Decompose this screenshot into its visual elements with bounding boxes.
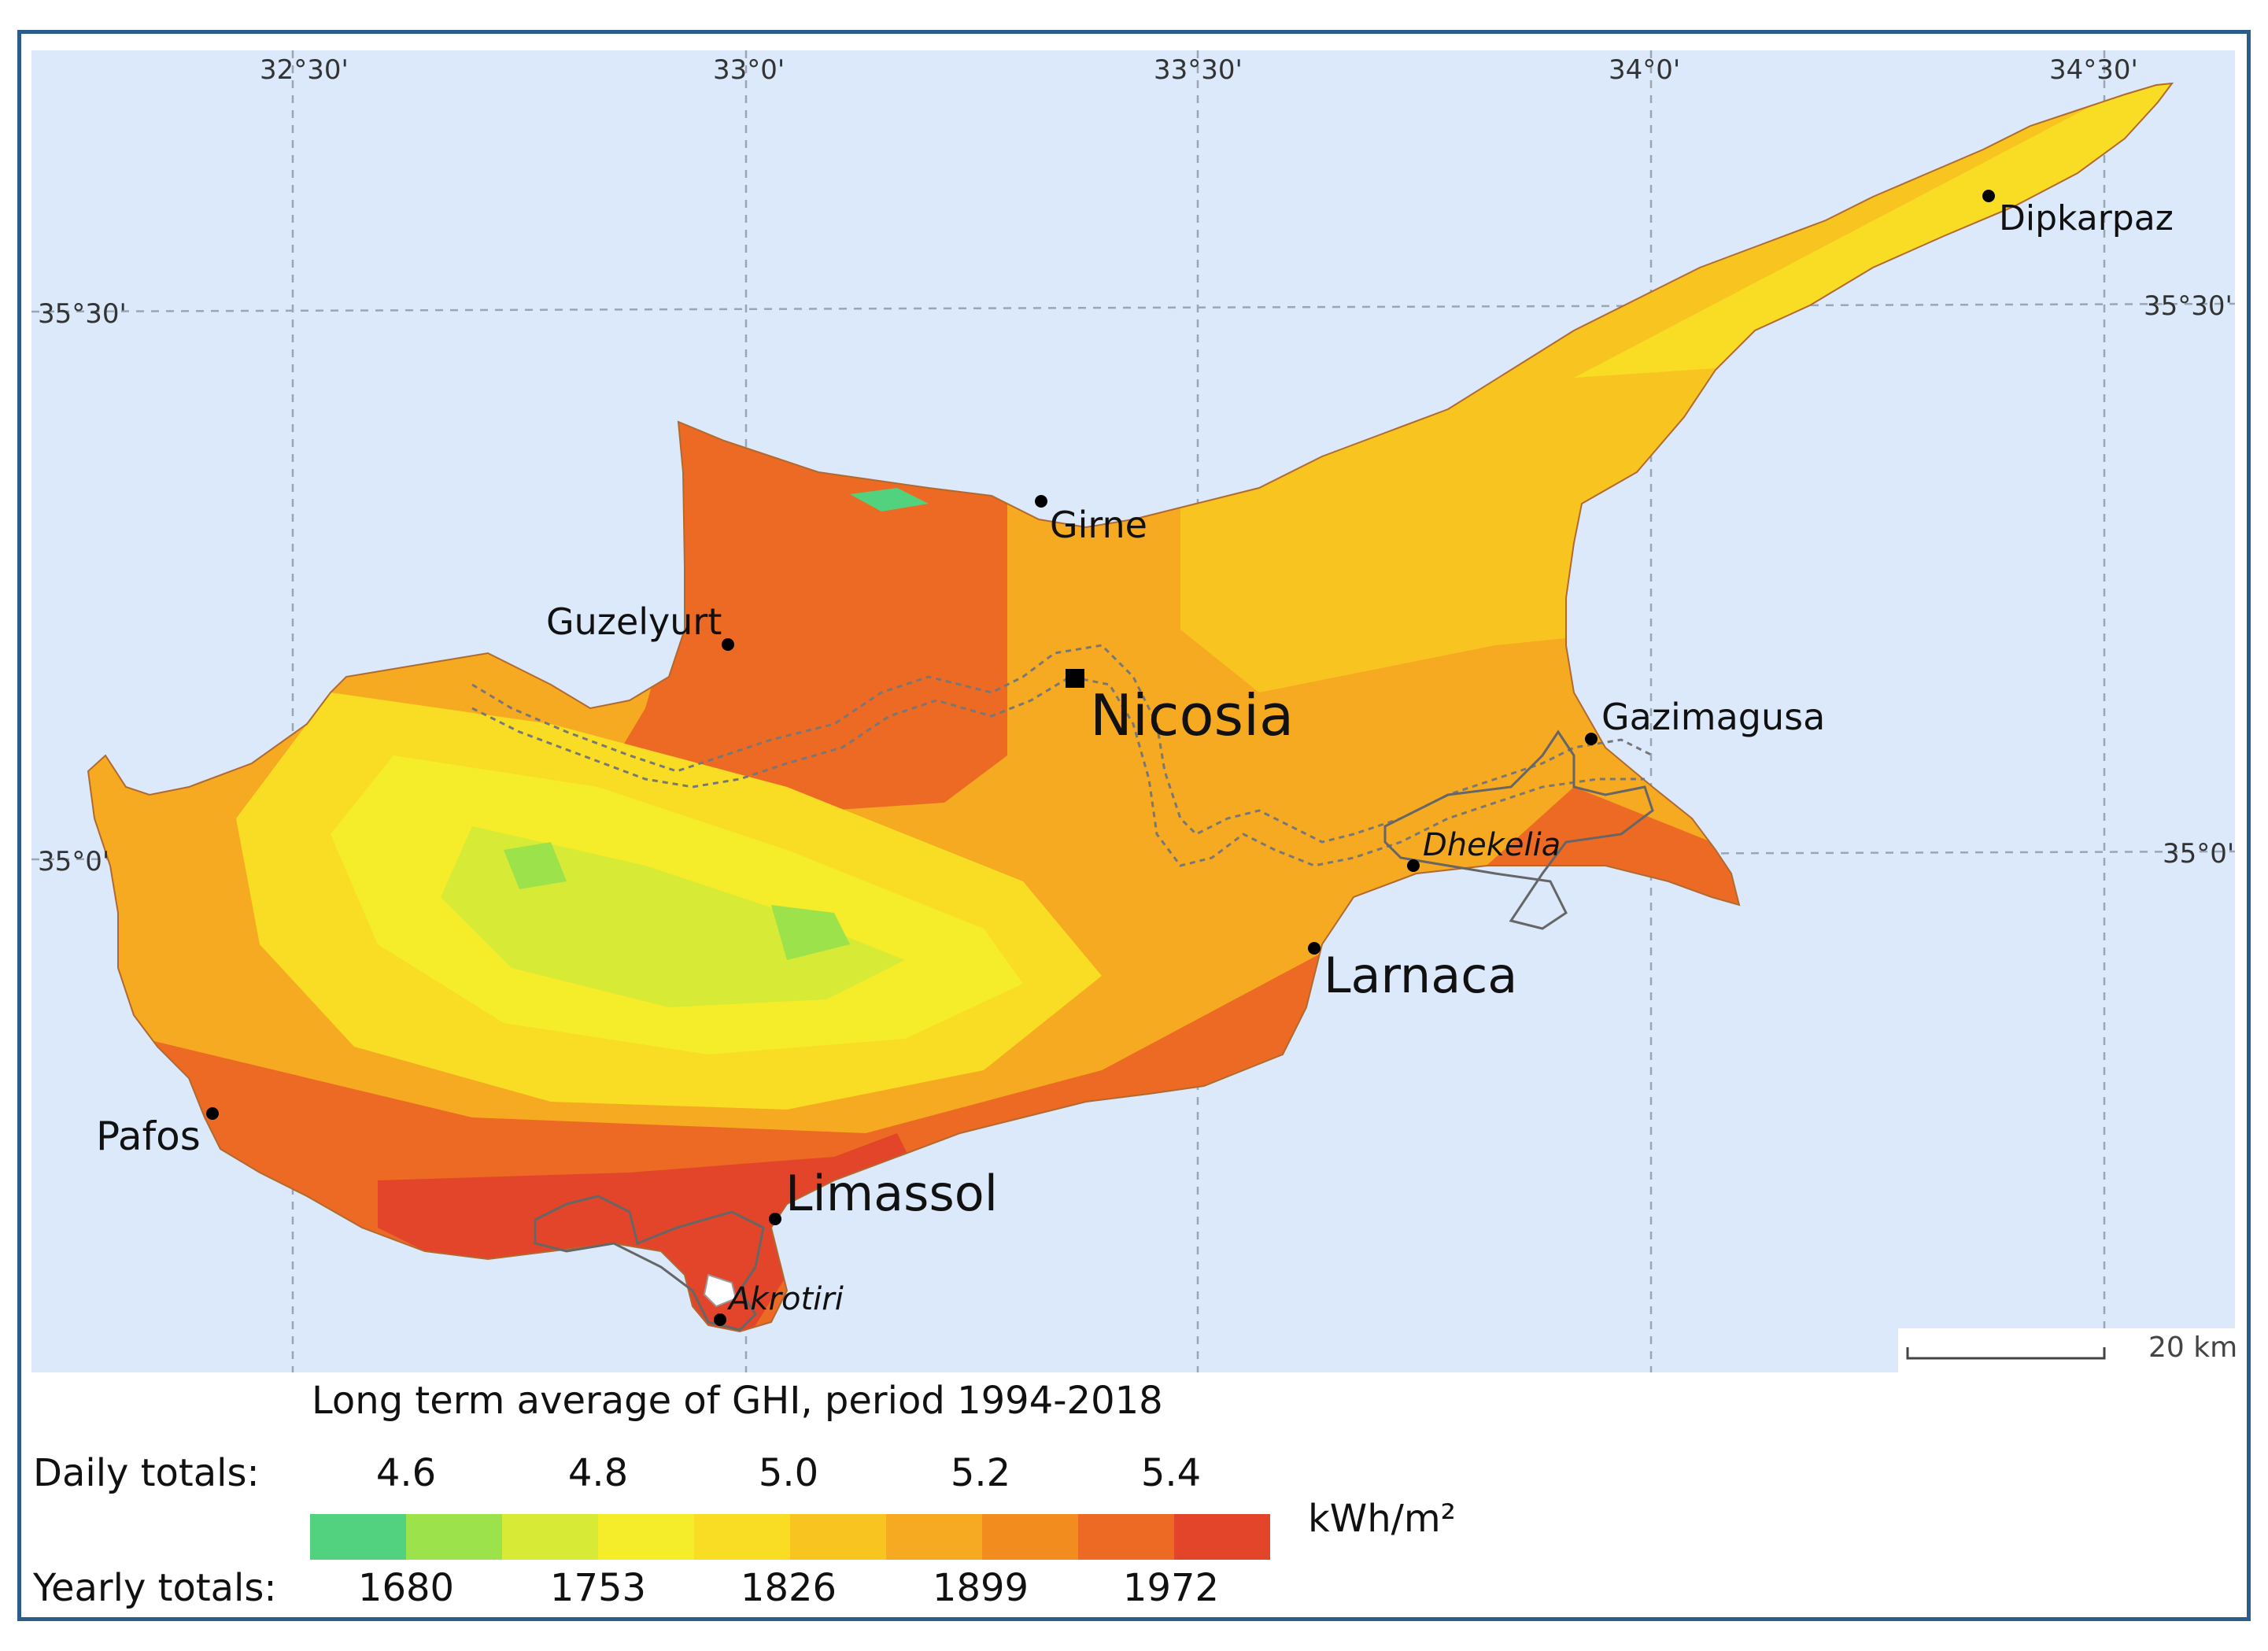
- place-label-limassol: Limassol: [785, 1165, 998, 1222]
- yearly-tick: 1972: [1122, 1566, 1220, 1610]
- place-label-guzelyurt: Guzelyurt: [546, 600, 722, 643]
- ghi-zone-kyrenia-range: [850, 488, 929, 512]
- boundary-lines: [471, 644, 1654, 1332]
- latitude-label-right: 35°0': [2163, 838, 2234, 870]
- graticule-labels: 32°30' 33°0' 33°30' 34°0' 34°30' 35°30' …: [38, 54, 2234, 877]
- longitude-label: 33°0': [713, 54, 785, 86]
- legend-swatch: [1174, 1514, 1270, 1560]
- scale-bar: [1898, 1328, 2235, 1372]
- place-label-dhekelia: Dhekelia: [1423, 827, 1561, 863]
- longitude-label: 34°30': [2049, 54, 2138, 86]
- latitude-label-left: 35°0': [38, 846, 109, 877]
- dhekelia-boundary: [1383, 729, 1654, 930]
- place-label-larnaca: Larnaca: [1324, 947, 1517, 1004]
- place-dot-akrotiri: [714, 1313, 726, 1326]
- place-label-gazimagusa: Gazimagusa: [1601, 696, 1825, 738]
- legend-swatch: [598, 1514, 694, 1560]
- latitude-label-right: 35°30': [2144, 290, 2233, 322]
- place-dot-guzelyurt: [722, 638, 734, 651]
- longitude-label: 32°30': [260, 54, 349, 86]
- buffer-zone-line: [471, 675, 1645, 867]
- legend-swatch: [790, 1514, 886, 1560]
- daily-tick: 5.4: [1140, 1451, 1202, 1495]
- longitude-label: 33°30': [1154, 54, 1243, 86]
- legend-swatch: [886, 1514, 982, 1560]
- legend-swatch: [502, 1514, 598, 1560]
- place-dot-gazimagusa: [1585, 733, 1598, 745]
- ghi-zone-troodos-peak: [504, 842, 567, 889]
- yearly-totals-label: Yearly totals:: [33, 1566, 277, 1610]
- daily-tick: 4.8: [567, 1451, 629, 1495]
- daily-tick: 5.2: [950, 1451, 1011, 1495]
- place-dot-pafos: [206, 1107, 219, 1120]
- place-label-nicosia: Nicosia: [1090, 682, 1294, 748]
- place-dot-limassol: [769, 1213, 781, 1225]
- daily-tick: 4.6: [375, 1451, 437, 1495]
- place-label-pafos: Pafos: [96, 1114, 201, 1159]
- legend-swatch: [1078, 1514, 1174, 1560]
- legend-swatch: [310, 1514, 406, 1560]
- place-label-girne: Girne: [1050, 504, 1147, 546]
- akrotiri-boundary: [534, 1195, 765, 1332]
- place-square-nicosia: [1066, 669, 1084, 688]
- yearly-tick: 1826: [740, 1566, 837, 1610]
- place-label-dipkarpaz: Dipkarpaz: [1999, 198, 2174, 238]
- scale-bar-label: 20 km: [2148, 1332, 2238, 1364]
- latitude-label-left: 35°30': [38, 298, 127, 330]
- legend-unit: kWh/m²: [1308, 1497, 1456, 1541]
- daily-totals-label: Daily totals:: [33, 1451, 260, 1495]
- yearly-tick: 1680: [357, 1566, 455, 1610]
- ghi-zone-troodos-peak: [771, 905, 850, 960]
- legend-swatch: [406, 1514, 502, 1560]
- legend-swatch: [982, 1514, 1078, 1560]
- place-labels: Dipkarpaz Girne Guzelyurt Nicosia Gazima…: [96, 198, 2174, 1317]
- longitude-label: 34°0': [1609, 54, 1680, 86]
- place-dot-larnaca: [1308, 942, 1321, 955]
- ghi-zone-west: [598, 409, 1007, 818]
- legend-title: Long term average of GHI, period 1994-20…: [312, 1379, 1163, 1423]
- akrotiri-salt-lake: [703, 1273, 737, 1308]
- legend-swatch: [694, 1514, 790, 1560]
- place-dot-dipkarpaz: [1982, 190, 1995, 202]
- yearly-tick: 1899: [932, 1566, 1029, 1610]
- ghi-zone-karpas: [1574, 83, 2172, 378]
- place-markers: [206, 190, 1995, 1326]
- place-label-akrotiri: Akrotiri: [726, 1281, 844, 1317]
- place-dot-girne: [1035, 495, 1047, 508]
- yearly-tick: 1753: [549, 1566, 647, 1610]
- daily-tick: 5.0: [758, 1451, 819, 1495]
- legend-color-bar: [310, 1514, 1270, 1560]
- place-dot-dhekelia: [1407, 859, 1420, 872]
